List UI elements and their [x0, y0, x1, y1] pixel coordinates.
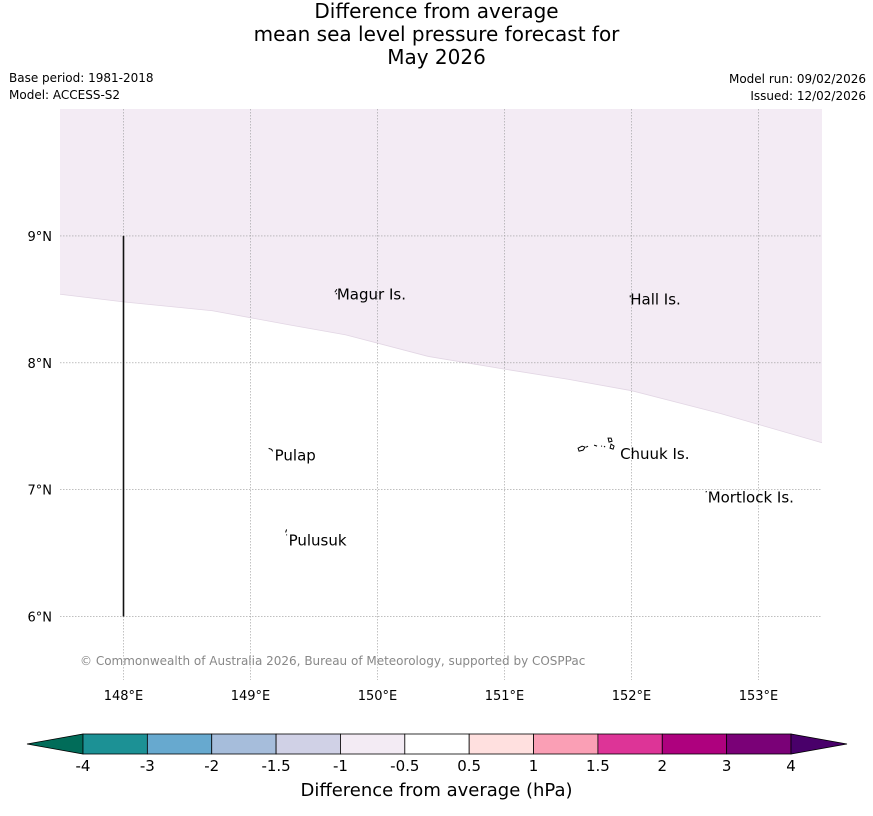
colorbar-tick-label: -4: [76, 757, 91, 775]
colorbar-segment: [146, 733, 213, 755]
place-marker: Pulap: [268, 446, 316, 464]
island-outline: [577, 437, 615, 452]
colorbar-segment: [726, 733, 792, 755]
longitude-tick-label: 153°E: [739, 689, 779, 704]
place-label: Chuuk Is.: [620, 445, 689, 463]
meta-left: Base period: 1981-2018 Model: ACCESS-S2: [9, 70, 154, 104]
place-label: Pulusuk: [289, 531, 347, 549]
colorbar-over-arrow: [790, 733, 848, 755]
colorbar-segment: [275, 733, 341, 755]
colorbar-tick-label: -3: [140, 757, 155, 775]
colorbar-tick-label: -1: [333, 757, 348, 775]
title-line-3: May 2026: [387, 45, 486, 69]
title-line-2: mean sea level pressure forecast for: [253, 22, 620, 46]
colorbar-segment: [597, 733, 663, 755]
colorbar-segment: [340, 733, 406, 755]
colorbar-segment: [533, 733, 599, 755]
pressure-anomaly-region: [60, 109, 822, 443]
colorbar-tick-label: 1: [529, 757, 539, 775]
place-marker: Chuuk Is.: [577, 437, 690, 463]
colorbar-tick-label: -1.5: [261, 757, 290, 775]
title-line-1: Difference from average: [314, 0, 559, 23]
island-outline: [268, 447, 274, 452]
model-text: Model: ACCESS-S2: [9, 88, 121, 102]
place-marker: Hall Is.: [629, 290, 681, 308]
longitude-tick-label: 148°E: [104, 689, 144, 704]
colorbar-segment: [211, 733, 277, 755]
colorbar-under-arrow: [26, 733, 84, 755]
chart-title: Difference from average mean sea level p…: [0, 0, 873, 69]
longitude-tick-label: 149°E: [231, 689, 271, 704]
colorbar-title: Difference from average (hPa): [300, 780, 573, 801]
base-period-text: Base period: 1981-2018: [9, 71, 154, 85]
colorbar-segment: [404, 733, 470, 755]
island-outline: [285, 529, 288, 536]
colorbar-segment: [82, 733, 148, 755]
place-label: Mortlock Is.: [708, 488, 794, 506]
place-label: Pulap: [275, 446, 316, 464]
colorbar: -4 -3 -2 -1.5 -1 -0.5 0.5 1 1.5 2 3 4: [26, 733, 848, 775]
colorbar-tick-label: 4: [786, 757, 796, 775]
latitude-tick-label: 9°N: [28, 230, 53, 245]
colorbar-tick-label: 0.5: [457, 757, 481, 775]
longitude-tick-label: 150°E: [358, 689, 398, 704]
colorbar-tick-label: 1.5: [586, 757, 610, 775]
colorbar-tick-label: -0.5: [390, 757, 419, 775]
longitude-tick-label: 152°E: [612, 689, 652, 704]
place-marker: Mortlock Is.: [705, 488, 794, 506]
island-outline: [334, 288, 338, 295]
model-run-text: Model run: 09/02/2026: [728, 72, 866, 86]
place-label: Hall Is.: [630, 290, 681, 308]
island-outline: [705, 490, 708, 493]
colorbar-segment: [661, 733, 728, 755]
colorbar-segment: [468, 733, 534, 755]
place-label: Magur Is.: [337, 285, 406, 303]
colorbar-tick-label: -2: [204, 757, 219, 775]
contour-boundary: [59, 293, 823, 444]
copyright-text: © Commonwealth of Australia 2026, Bureau…: [80, 654, 585, 668]
issued-text: Issued: 12/02/2026: [750, 89, 866, 103]
map-panel: 148°E 149°E 150°E 151°E 152°E 153°E 9°N 8°N 7°N 6…: [28, 109, 823, 704]
latitude-tick-label: 6°N: [28, 611, 53, 626]
place-marker: Magur Is.: [334, 285, 406, 303]
longitude-tick-label: 151°E: [485, 689, 525, 704]
place-marker: Pulusuk: [285, 529, 347, 549]
meta-right: Model run: 09/02/2026 Issued: 12/02/2026: [729, 71, 866, 105]
latitude-tick-label: 7°N: [28, 484, 53, 499]
colorbar-tick-label: 2: [657, 757, 667, 775]
colorbar-tick-label: 3: [722, 757, 732, 775]
latitude-tick-label: 8°N: [28, 357, 53, 372]
